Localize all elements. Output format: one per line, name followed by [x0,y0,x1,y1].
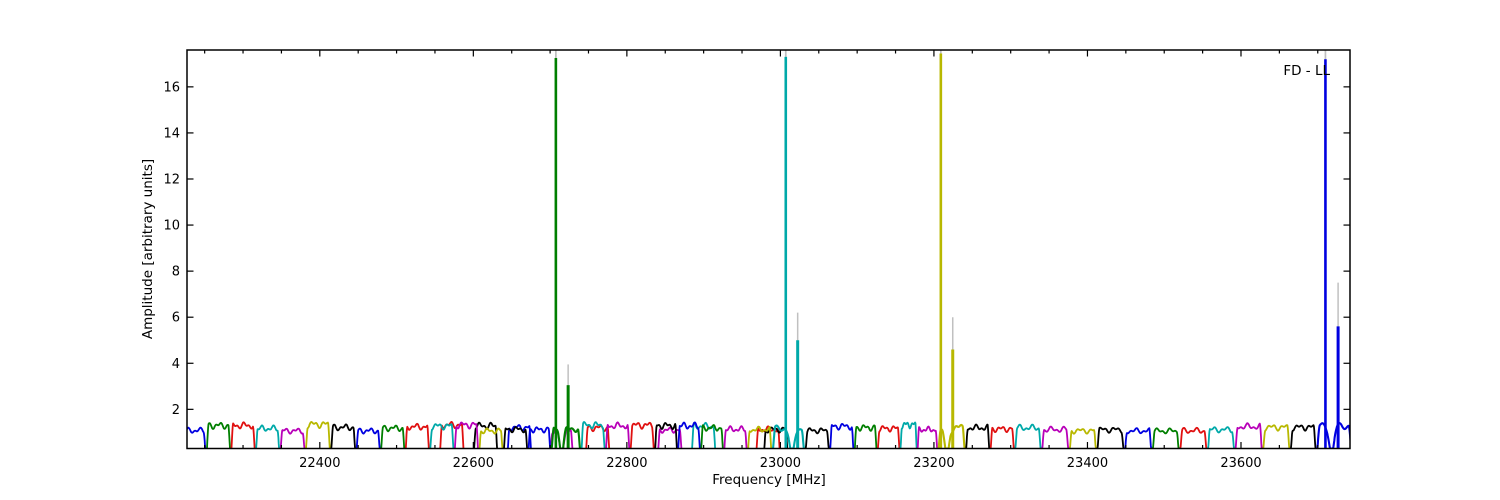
baseline-segment [1123,427,1153,449]
baseline-segment [230,421,256,449]
corner-annotation: FD - LL [1283,63,1330,79]
y-tick-label: 6 [172,311,180,326]
x-tick-label: 23000 [760,456,801,471]
baseline-segment [502,426,529,449]
axis-ticks [187,50,1350,449]
baseline-segment [404,422,431,449]
baseline-segment [916,425,939,449]
plot-data-area [187,50,1350,449]
baseline-segment [1289,424,1317,449]
baseline-segment [580,421,606,449]
baseline-segment [1151,427,1181,449]
baseline-segment [829,422,855,449]
y-tick-label: 4 [172,357,180,372]
baseline-segment [279,427,306,449]
y-tick-label: 8 [172,265,180,280]
baseline-segment [453,421,480,449]
baseline-segment [1206,426,1236,449]
baseline-segment [853,424,878,449]
baseline-segment [654,422,678,449]
baseline-segment [899,421,918,449]
baseline-segment [723,425,748,449]
baseline-segment [1068,428,1098,449]
y-tick-label: 12 [163,172,180,187]
baseline-segment [355,427,382,449]
y-tick-label: 14 [163,126,180,141]
y-axis-title: Amplitude [arbitrary units] [140,158,156,340]
baseline-segment [304,420,332,449]
x-tick-label: 22600 [453,456,494,471]
baseline-segment [771,424,806,449]
baseline-segment [700,424,725,449]
baseline-segment [429,423,455,449]
baseline-segment [1315,422,1350,449]
x-axis-title: Frequency [MHz] [712,472,826,488]
baseline-segment [804,427,830,449]
baseline-segment [254,424,281,449]
baseline-segment [604,421,631,449]
baseline-segment [1179,426,1208,449]
baseline-segment [329,423,357,449]
baseline-segment [1096,426,1125,449]
baseline-segment [629,421,655,449]
baseline-segment [1262,424,1291,449]
baseline-segment [677,421,702,449]
x-tick-label: 23400 [1067,456,1108,471]
baseline-segment [187,426,207,449]
baseline-segment [527,426,552,449]
plot-frame [186,49,1351,450]
baseline-segment [657,426,683,449]
baseline-segment [1040,425,1070,449]
x-tick-label: 23200 [913,456,954,471]
baseline-segment [205,421,232,449]
y-tick-label: 2 [172,403,180,418]
x-tick-label: 22400 [299,456,340,471]
baseline-segment [964,423,991,449]
x-tick-label: 23600 [1220,456,1261,471]
baseline-segment [876,425,901,449]
baseline-segment [478,427,504,449]
y-tick-label: 16 [163,80,180,95]
y-tick-label: 10 [163,219,180,234]
baseline-segment [755,425,781,449]
baseline-segment [746,425,773,449]
baseline-segment [1234,422,1263,449]
x-tick-label: 22800 [606,456,647,471]
baseline-segment [989,426,1016,449]
baseline-segment [1014,423,1042,449]
baseline-segment [379,424,406,449]
